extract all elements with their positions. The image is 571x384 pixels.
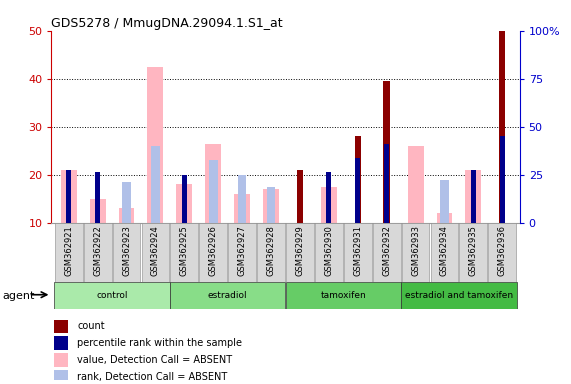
Bar	[54, 353, 68, 367]
Text: GDS5278 / MmugDNA.29094.1.S1_at: GDS5278 / MmugDNA.29094.1.S1_at	[51, 17, 283, 30]
Bar	[488, 223, 516, 282]
Bar	[54, 319, 68, 333]
Bar	[176, 184, 192, 223]
Text: GSM362934: GSM362934	[440, 225, 449, 276]
Text: GSM362936: GSM362936	[498, 225, 507, 276]
Text: GSM362921: GSM362921	[64, 225, 73, 276]
Bar	[373, 223, 400, 282]
Bar	[499, 31, 505, 223]
Bar	[182, 175, 187, 223]
Bar	[206, 144, 221, 223]
Bar	[286, 282, 401, 309]
Bar	[326, 172, 331, 223]
Bar	[238, 175, 247, 223]
Text: GSM362930: GSM362930	[324, 225, 333, 276]
Bar	[267, 187, 275, 223]
Bar	[263, 189, 279, 223]
Text: control: control	[96, 291, 128, 300]
Text: GSM362923: GSM362923	[122, 225, 131, 276]
Bar	[297, 170, 303, 223]
Text: GSM362933: GSM362933	[411, 225, 420, 276]
Bar	[151, 146, 160, 223]
Bar	[436, 213, 452, 223]
Bar	[54, 336, 68, 350]
Bar	[315, 223, 343, 282]
Bar	[500, 136, 505, 223]
Bar	[171, 223, 198, 282]
Text: percentile rank within the sample: percentile rank within the sample	[77, 338, 242, 348]
Text: GSM362922: GSM362922	[93, 225, 102, 276]
Text: GSM362929: GSM362929	[295, 225, 304, 276]
Bar	[54, 282, 170, 309]
Text: GSM362928: GSM362928	[267, 225, 276, 276]
Bar	[355, 158, 360, 223]
Bar	[401, 223, 429, 282]
Bar	[55, 223, 83, 282]
Bar	[344, 223, 372, 282]
Bar	[147, 67, 163, 223]
Bar	[401, 282, 517, 309]
Bar	[95, 172, 100, 223]
Bar	[61, 170, 77, 223]
Bar	[142, 223, 170, 282]
Bar	[122, 182, 131, 223]
Bar	[440, 180, 449, 223]
Bar	[66, 170, 71, 223]
Text: GSM362932: GSM362932	[382, 225, 391, 276]
Bar	[119, 208, 135, 223]
Bar	[465, 170, 481, 223]
Bar	[431, 223, 459, 282]
Bar	[355, 136, 361, 223]
Text: GSM362931: GSM362931	[353, 225, 362, 276]
Bar	[54, 370, 68, 384]
Text: GSM362925: GSM362925	[180, 225, 189, 276]
Bar	[209, 161, 218, 223]
Text: GSM362927: GSM362927	[238, 225, 247, 276]
Bar	[384, 81, 390, 223]
Bar	[199, 223, 227, 282]
Text: GSM362926: GSM362926	[209, 225, 218, 276]
Bar	[408, 146, 424, 223]
Bar	[471, 170, 476, 223]
Text: estradiol and tamoxifen: estradiol and tamoxifen	[405, 291, 513, 300]
Bar	[321, 187, 337, 223]
Text: agent: agent	[3, 291, 35, 301]
Bar	[234, 194, 250, 223]
Bar	[170, 282, 286, 309]
Bar	[112, 223, 140, 282]
Bar	[460, 223, 487, 282]
Bar	[257, 223, 285, 282]
Bar	[90, 199, 106, 223]
Text: GSM362924: GSM362924	[151, 225, 160, 276]
Bar	[384, 144, 389, 223]
Text: estradiol: estradiol	[208, 291, 247, 300]
Bar	[286, 223, 314, 282]
Bar	[228, 223, 256, 282]
Text: tamoxifen: tamoxifen	[320, 291, 366, 300]
Text: value, Detection Call = ABSENT: value, Detection Call = ABSENT	[77, 355, 232, 365]
Text: GSM362935: GSM362935	[469, 225, 478, 276]
Bar	[84, 223, 111, 282]
Text: rank, Detection Call = ABSENT: rank, Detection Call = ABSENT	[77, 372, 227, 382]
Text: count: count	[77, 321, 104, 331]
